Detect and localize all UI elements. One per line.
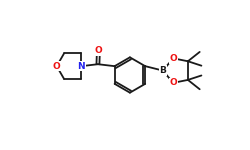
Text: O: O [53,62,60,71]
Text: N: N [78,62,85,71]
Text: O: O [94,46,102,55]
Text: B: B [160,66,166,75]
Text: O: O [169,54,177,63]
Text: O: O [169,78,177,87]
